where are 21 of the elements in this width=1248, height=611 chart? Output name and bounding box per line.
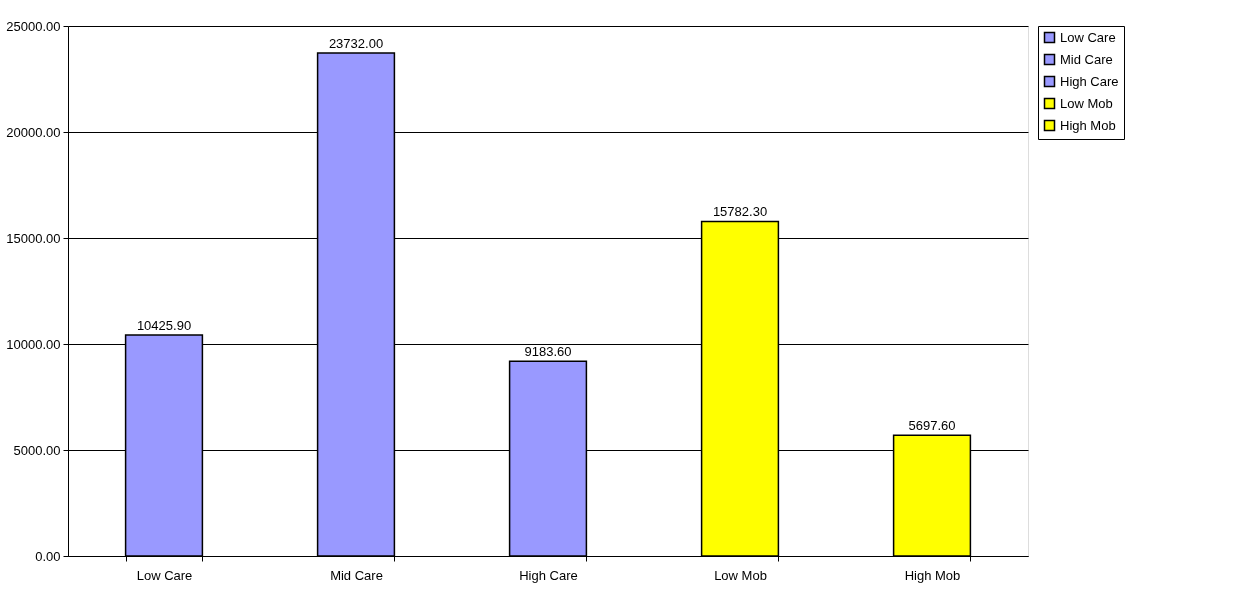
- legend-label: High Care: [1060, 73, 1119, 89]
- y-tick-label: 5000.00: [13, 442, 61, 458]
- legend-label: Mid Care: [1060, 51, 1113, 67]
- x-tick-label: High Mob: [904, 567, 961, 583]
- legend-label: Low Mob: [1060, 95, 1113, 111]
- legend-label: Low Care: [1060, 29, 1116, 45]
- y-tick-label: 20000.00: [6, 124, 61, 140]
- legend-label: High Mob: [1060, 117, 1116, 133]
- data-label: 5697.60: [908, 418, 956, 434]
- data-label: 15782.30: [712, 204, 768, 220]
- y-tick-label: 15000.00: [6, 230, 61, 246]
- data-label: 9183.60: [524, 344, 572, 360]
- data-label: 23732.00: [328, 35, 384, 51]
- x-tick-label: Low Mob: [714, 567, 767, 583]
- x-tick-label: High Care: [519, 567, 578, 583]
- x-tick-label: Low Care: [136, 567, 193, 583]
- y-tick-label: 0.00: [35, 548, 61, 564]
- data-label: 10425.90: [136, 317, 192, 333]
- x-tick-label: Mid Care: [330, 567, 383, 583]
- y-tick-label: 25000.00: [6, 18, 61, 34]
- y-tick-label: 10000.00: [6, 336, 61, 352]
